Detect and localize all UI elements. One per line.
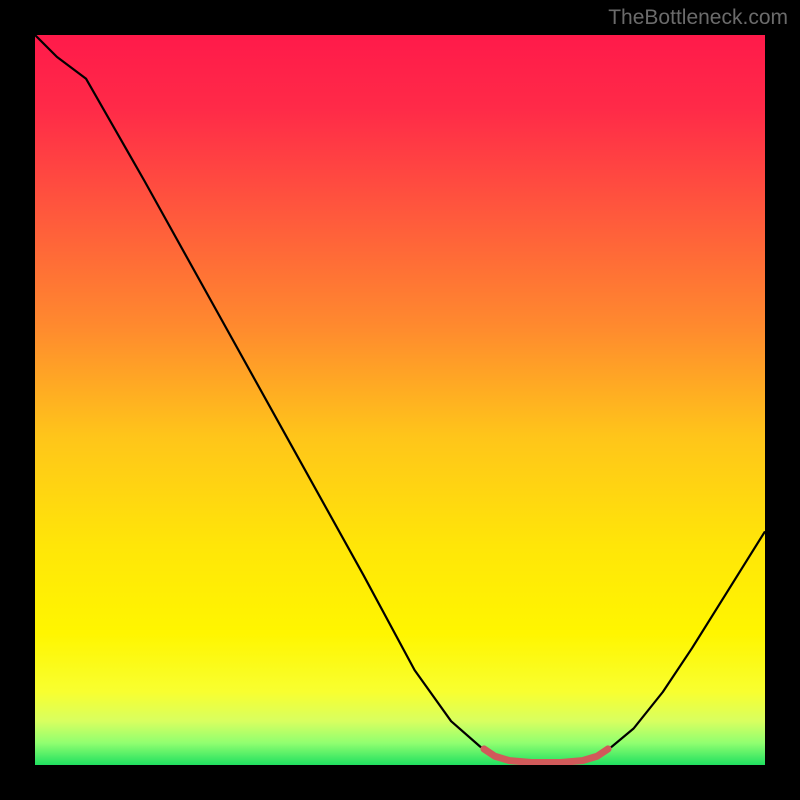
watermark-text: TheBottleneck.com bbox=[608, 6, 788, 30]
chart-background bbox=[35, 35, 765, 765]
chart-container bbox=[35, 35, 765, 765]
bottleneck-curve-chart bbox=[35, 35, 765, 765]
